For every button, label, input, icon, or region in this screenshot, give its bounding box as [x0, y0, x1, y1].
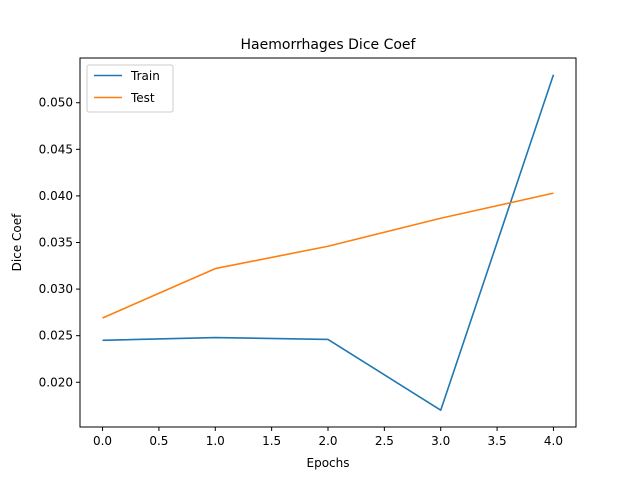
- plot-area: [79, 57, 577, 428]
- x-tick-label: 0.0: [93, 434, 112, 448]
- x-tick-label: 2.0: [318, 434, 337, 448]
- x-axis-label: Epochs: [307, 456, 350, 470]
- y-tick-label: 0.035: [39, 236, 73, 250]
- x-tick-label: 3.5: [488, 434, 507, 448]
- legend-label-test: Test: [130, 91, 155, 105]
- x-axis: 0.0 0.5 1.0 1.5 2.0 2.5 3.0 3.5 4.0: [93, 427, 563, 448]
- x-tick-label: 1.5: [262, 434, 281, 448]
- x-tick-label: 1.0: [206, 434, 225, 448]
- x-tick-label: 0.5: [149, 434, 168, 448]
- x-tick-label: 4.0: [544, 434, 563, 448]
- legend: Train Test: [86, 64, 174, 113]
- legend-label-train: Train: [130, 69, 160, 83]
- y-tick-label: 0.040: [39, 189, 73, 203]
- y-tick-label: 0.050: [39, 96, 73, 110]
- x-tick-label: 2.5: [375, 434, 394, 448]
- series-line-test: [102, 192, 554, 319]
- series-lines: [102, 74, 555, 412]
- series-line-train: [102, 74, 555, 412]
- legend-box: [86, 64, 174, 113]
- chart-title: Haemorrhages Dice Coef: [241, 37, 417, 53]
- y-tick-label: 0.020: [39, 375, 73, 389]
- plot-frame: [79, 57, 577, 428]
- y-tick-label: 0.045: [39, 142, 73, 156]
- y-tick-label: 0.025: [39, 329, 73, 343]
- x-tick-label: 3.0: [431, 434, 450, 448]
- y-axis: 0.020 0.025 0.030 0.035 0.040 0.045 0.050: [39, 96, 80, 389]
- y-axis-label: Dice Coef: [10, 213, 24, 271]
- y-tick-label: 0.030: [39, 282, 73, 296]
